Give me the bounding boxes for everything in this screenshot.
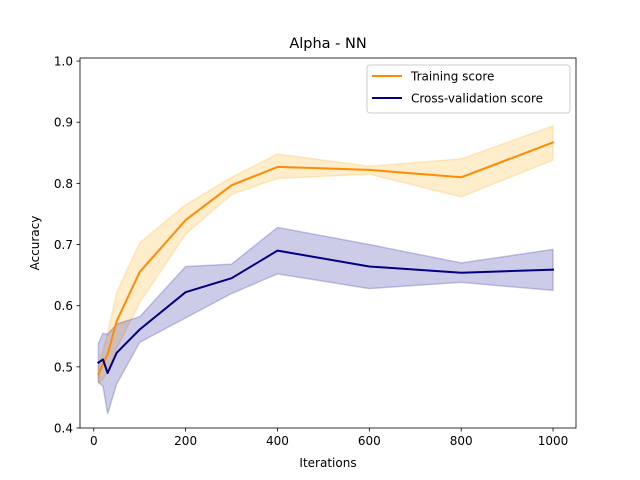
y-tick-label: 1.0 (54, 55, 73, 69)
series-lines (97, 141, 555, 376)
ticks: 0 200 400 600 800 1000 0.4 0.5 0.6 0.7 0.8 0.9 1.0 (54, 55, 568, 448)
y-axis-title: Accuracy (28, 216, 42, 271)
x-axis-title: Iterations (299, 456, 356, 470)
x-tick-label: 600 (358, 434, 381, 448)
y-tick-label: 0.9 (54, 116, 73, 130)
legend-box (366, 64, 571, 114)
y-tick-label: 0.8 (54, 177, 73, 191)
x-tick-label: 400 (266, 434, 289, 448)
series-line-1 (97, 249, 555, 374)
x-tick-label: 1000 (538, 434, 569, 448)
y-tick-label: 0.7 (54, 238, 73, 252)
x-tick-label: 200 (174, 434, 197, 448)
y-tick-label: 0.6 (54, 299, 73, 313)
x-tick-label: 0 (90, 434, 98, 448)
legend-label-1: Cross-validation score (411, 92, 543, 106)
confidence-band-0 (97, 124, 554, 386)
chart-title: Alpha - NN (289, 36, 366, 52)
series-line-0 (97, 141, 555, 376)
y-tick-label: 0.5 (54, 360, 73, 374)
legend: Training score Cross-validation score (366, 64, 571, 114)
x-tick-label: 800 (450, 434, 473, 448)
legend-label-0: Training score (410, 70, 494, 84)
confidence-bands (97, 124, 554, 415)
confidence-band-1 (97, 226, 554, 415)
y-tick-label: 0.4 (54, 422, 73, 436)
plot-frame (79, 57, 577, 429)
axes (79, 57, 577, 429)
